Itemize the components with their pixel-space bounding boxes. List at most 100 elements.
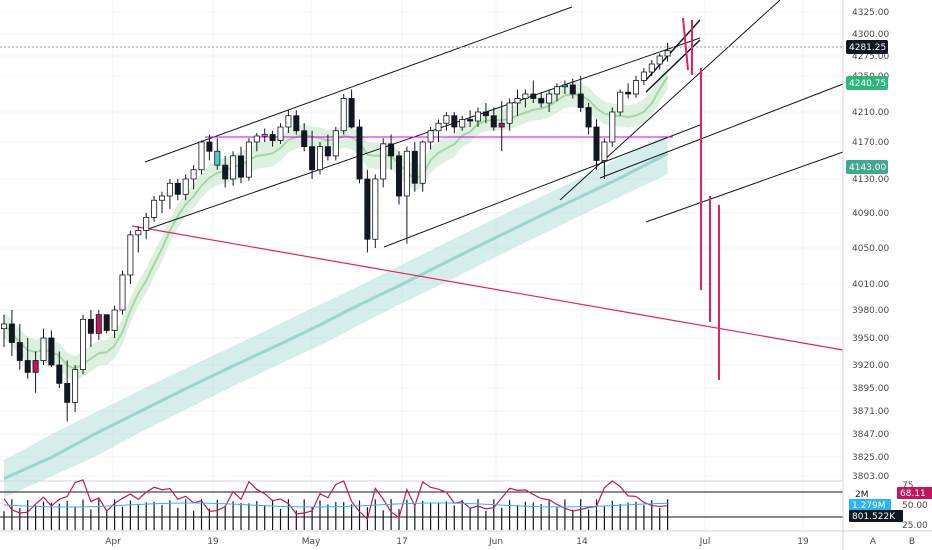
- indicator-badge-label: 2M: [855, 490, 869, 500]
- price-tick-label: 4090.00: [852, 209, 889, 219]
- candle-body: [395, 155, 402, 197]
- indicator-tick-label: 25.00: [902, 521, 928, 531]
- candle-body: [80, 318, 87, 371]
- candle-body: [356, 126, 363, 180]
- candle-body: [237, 155, 244, 178]
- indicator-tick-label: 75: [902, 481, 913, 491]
- indicator-badge-rsi[interactable]: [897, 487, 932, 499]
- channel-upper-inner[interactable]: [147, 37, 701, 230]
- indicator-badge-volume[interactable]: [849, 510, 903, 522]
- indicator-badge-label: 1.279M: [852, 501, 886, 511]
- candle-body: [514, 98, 521, 104]
- candle-body: [301, 130, 308, 148]
- candle-body: [459, 119, 466, 128]
- candle-body: [111, 309, 118, 331]
- price-badge-ma_slow[interactable]: [846, 160, 888, 174]
- candle-body: [482, 111, 489, 117]
- time-tick-label: A: [870, 537, 877, 547]
- candle-body: [261, 134, 268, 137]
- candle-body: [569, 84, 576, 95]
- candle-body: [87, 318, 94, 334]
- time-tick-label: Jun: [488, 537, 503, 547]
- indicator-badge-volume_ma[interactable]: [849, 499, 891, 511]
- candle-body: [411, 150, 418, 184]
- candle-body: [24, 360, 31, 373]
- candle-body: [253, 135, 260, 143]
- price-badge-ma_fast[interactable]: [846, 76, 888, 90]
- candle-body: [364, 178, 371, 240]
- candle-body: [269, 134, 276, 141]
- candle-body: [8, 323, 15, 343]
- candle-body: [348, 98, 355, 128]
- price-tick-label: 3920.00: [852, 361, 889, 371]
- candle-body: [174, 182, 181, 195]
- candle-body: [656, 55, 663, 65]
- time-tick-label: Apr: [105, 537, 121, 547]
- candle-body: [151, 199, 158, 218]
- candle-body: [198, 141, 205, 171]
- candle-body: [285, 115, 292, 128]
- rsi-line: [3, 479, 668, 521]
- candle-body: [166, 182, 173, 197]
- indicator-badge-label: 801.522K: [852, 512, 896, 522]
- candle-body: [56, 364, 63, 384]
- time-tick-label: 19: [207, 537, 219, 547]
- candle-body: [324, 146, 331, 157]
- time-tick-label: B: [909, 537, 915, 547]
- price-tick-label: 3803.00: [852, 472, 889, 482]
- price-badge-label: 4240.75: [849, 79, 886, 89]
- time-tick-label: May: [302, 537, 321, 547]
- channel-lower[interactable]: [383, 124, 701, 248]
- price-badge-label: 4143.00: [849, 163, 886, 173]
- candle-body: [277, 126, 284, 141]
- price-tick-label: 3895.00: [852, 384, 889, 394]
- slow-ma-line: [3, 152, 669, 480]
- candle-body: [206, 141, 213, 152]
- time-tick-label: 14: [576, 537, 588, 547]
- candle-body: [143, 216, 150, 231]
- price-tick-label: 4130.00: [852, 175, 889, 185]
- candle-body: [633, 80, 640, 95]
- channel-lower-right[interactable]: [645, 151, 844, 223]
- candle-body: [40, 337, 47, 361]
- candle-body: [585, 107, 592, 128]
- candle-body: [332, 130, 339, 157]
- channel-mid-right[interactable]: [599, 83, 844, 179]
- candle-body: [601, 141, 608, 161]
- candle-body: [230, 155, 237, 180]
- candle-body: [16, 342, 23, 361]
- candle-body: [48, 337, 55, 366]
- candle-body: [506, 102, 513, 124]
- vertical-marker-1[interactable]: [682, 17, 689, 71]
- channel-upper-outer[interactable]: [144, 6, 573, 163]
- candle-body: [538, 98, 545, 104]
- price-axis[interactable]: 4325.004300.004275.004250.004210.004170.…: [842, 0, 932, 550]
- candle-body: [72, 369, 79, 403]
- candle-body: [467, 119, 474, 122]
- candle-body: [625, 91, 632, 95]
- chart-grid: [0, 0, 843, 530]
- candlestick-series: [0, 42, 671, 422]
- pink-trendline[interactable]: [131, 225, 844, 351]
- price-tick-label: 3980.00: [852, 306, 889, 316]
- candle-body: [427, 130, 434, 143]
- candle-body: [95, 314, 102, 334]
- candle-body: [158, 195, 165, 201]
- candle-body: [561, 84, 568, 88]
- price-badge-label: 4281.25: [849, 43, 886, 53]
- candle-body: [498, 122, 505, 128]
- candle-body: [577, 93, 584, 108]
- candle-body: [419, 141, 426, 184]
- candle-body: [403, 150, 410, 197]
- trendline-drawings: [0, 0, 844, 380]
- price-tick-label: 3847.00: [852, 430, 889, 440]
- candle-body: [103, 314, 110, 331]
- candle-body: [617, 91, 624, 113]
- time-axis[interactable]: Apr 19 May 17 Jun 14 Jul 19 A B: [0, 530, 932, 547]
- price-badge-last_price[interactable]: [846, 40, 888, 54]
- candle-body: [664, 50, 671, 57]
- candle-body: [222, 164, 229, 180]
- candle-body: [593, 126, 600, 161]
- price-tick-label: 4275.00: [852, 52, 889, 62]
